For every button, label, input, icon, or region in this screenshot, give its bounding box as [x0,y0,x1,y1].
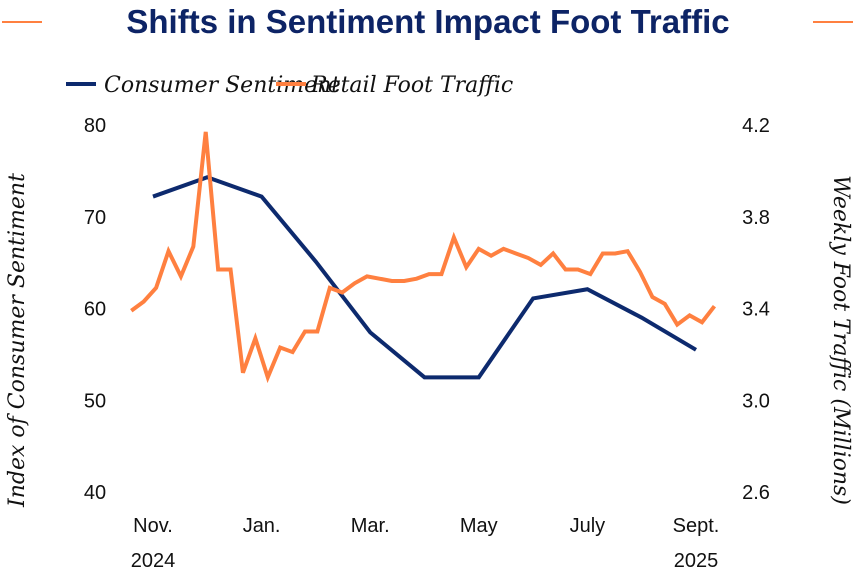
y-axis-left-ticks: 80 70 60 50 40 [84,115,106,504]
y-tick-left: 60 [84,299,106,321]
y-axis-right-ticks: 4.2 3.8 3.4 3.0 2.6 [742,115,770,504]
y-tick-left: 40 [84,482,106,504]
legend-label-traffic: Retail Foot Traffic [310,73,513,98]
x-tick: July [570,515,606,537]
series-line-consumer-sentiment [152,175,698,380]
year-label-2024: 2024 [131,550,176,572]
x-tick: Sept. [673,515,720,537]
series-line-retail-foot-traffic [130,131,717,384]
y-tick-right: 3.4 [742,299,770,321]
chart-title: Shifts in Sentiment Impact Foot Traffic [126,3,729,40]
x-tick: Jan. [243,515,281,537]
x-tick: Mar. [351,515,390,537]
y-tick-right: 4.2 [742,115,770,137]
y-axis-right-title: Weekly Foot Traffic (Millions) [828,175,853,505]
y-tick-right: 2.6 [742,482,770,504]
x-tick: Nov. [133,515,173,537]
y-tick-right: 3.8 [742,207,770,229]
y-tick-left: 50 [84,390,106,412]
y-tick-left: 70 [84,207,106,229]
y-tick-right: 3.0 [742,390,770,412]
x-tick: May [460,515,498,537]
y-axis-left-title: Index of Consumer Sentiment [5,173,30,508]
x-axis-ticks: Nov. Jan. Mar. May July Sept. [133,515,719,537]
legend: Consumer Sentiment Retail Foot Traffic [66,73,513,98]
y-tick-left: 80 [84,115,106,137]
year-label-2025: 2025 [674,550,719,572]
